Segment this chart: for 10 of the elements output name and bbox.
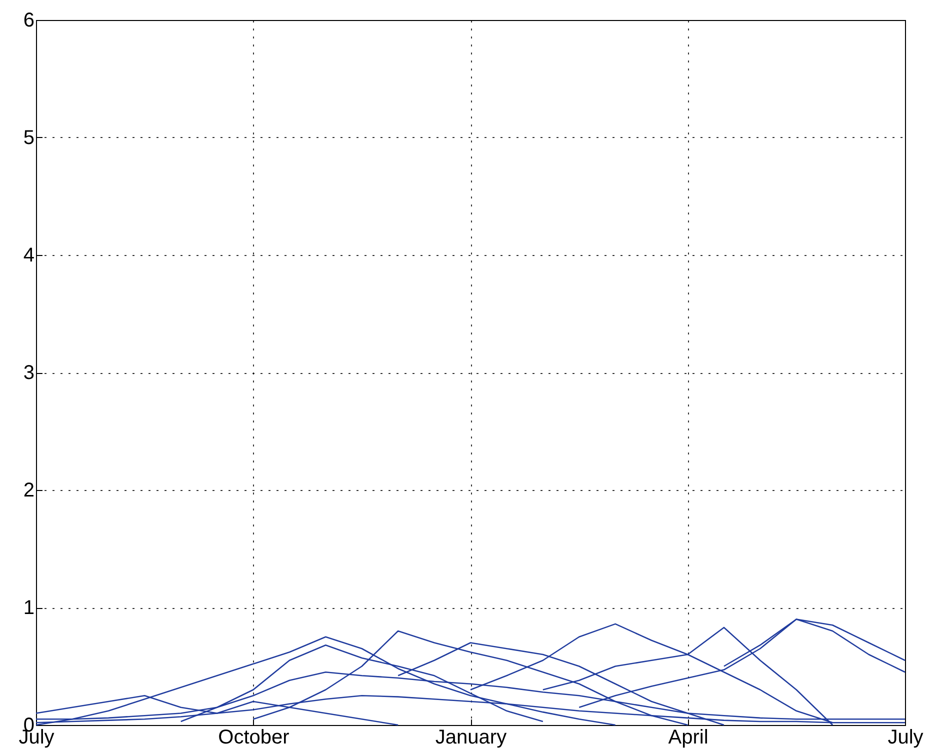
y-tick-label: 6 <box>23 10 34 32</box>
x-tick-label: January <box>435 726 507 748</box>
y-tick-label: 4 <box>23 244 34 266</box>
y-tick-label: 2 <box>23 480 34 502</box>
y-tick-label: 3 <box>23 362 34 384</box>
x-tick-label: July <box>888 726 924 748</box>
y-tick-label: 5 <box>23 127 34 149</box>
y-tick-label: 1 <box>23 597 34 619</box>
x-tick-label: October <box>218 726 290 748</box>
x-tick-label: April <box>668 726 708 748</box>
